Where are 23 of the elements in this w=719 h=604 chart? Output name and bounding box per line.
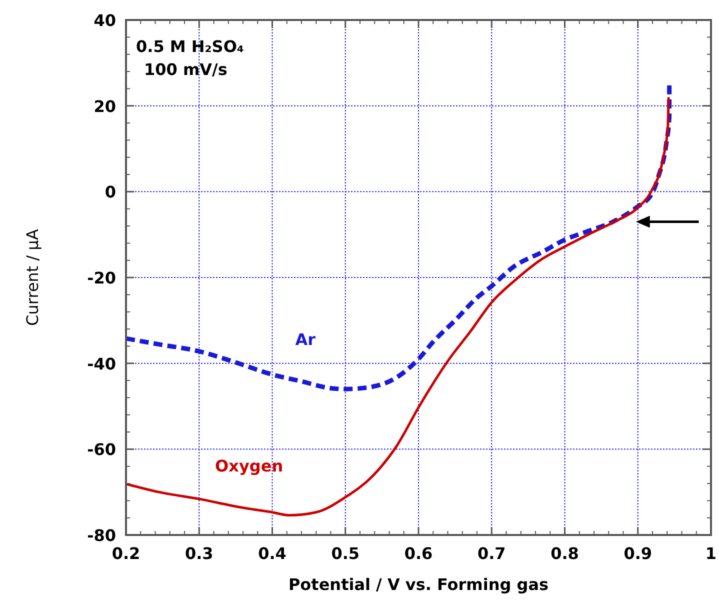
x-axis-title: Potential / V vs. Forming gas <box>288 575 549 594</box>
x-tick-label: 0.4 <box>258 544 286 563</box>
x-tick-label: 0.5 <box>331 544 360 563</box>
y-tick-label: -80 <box>87 526 116 545</box>
x-tick-label: 0.9 <box>624 544 652 563</box>
y-tick-label: 40 <box>94 11 116 30</box>
y-tick-label: 0 <box>104 182 116 202</box>
x-tick-label: 0.7 <box>477 544 506 563</box>
annotation: 100 mV/s <box>144 60 228 79</box>
x-tick-label: 0.6 <box>404 544 433 563</box>
y-tick-label: -20 <box>87 268 116 288</box>
series-label: Oxygen <box>215 456 284 476</box>
y-axis-title: Current / μA <box>23 229 42 326</box>
y-tick-label: -60 <box>87 440 116 460</box>
x-tick-label: 1 <box>705 544 717 563</box>
line-series <box>124 96 670 517</box>
x-tick-label: 0.8 <box>550 544 579 563</box>
y-tick-label: -40 <box>87 354 116 374</box>
x-tick-label: 0.3 <box>184 544 214 563</box>
annotation: 0.5 M H₂SO₄ <box>136 37 244 56</box>
x-tick-label: 0.2 <box>112 544 140 563</box>
y-tick-label: 20 <box>94 96 116 116</box>
series-label: Ar <box>295 330 316 350</box>
